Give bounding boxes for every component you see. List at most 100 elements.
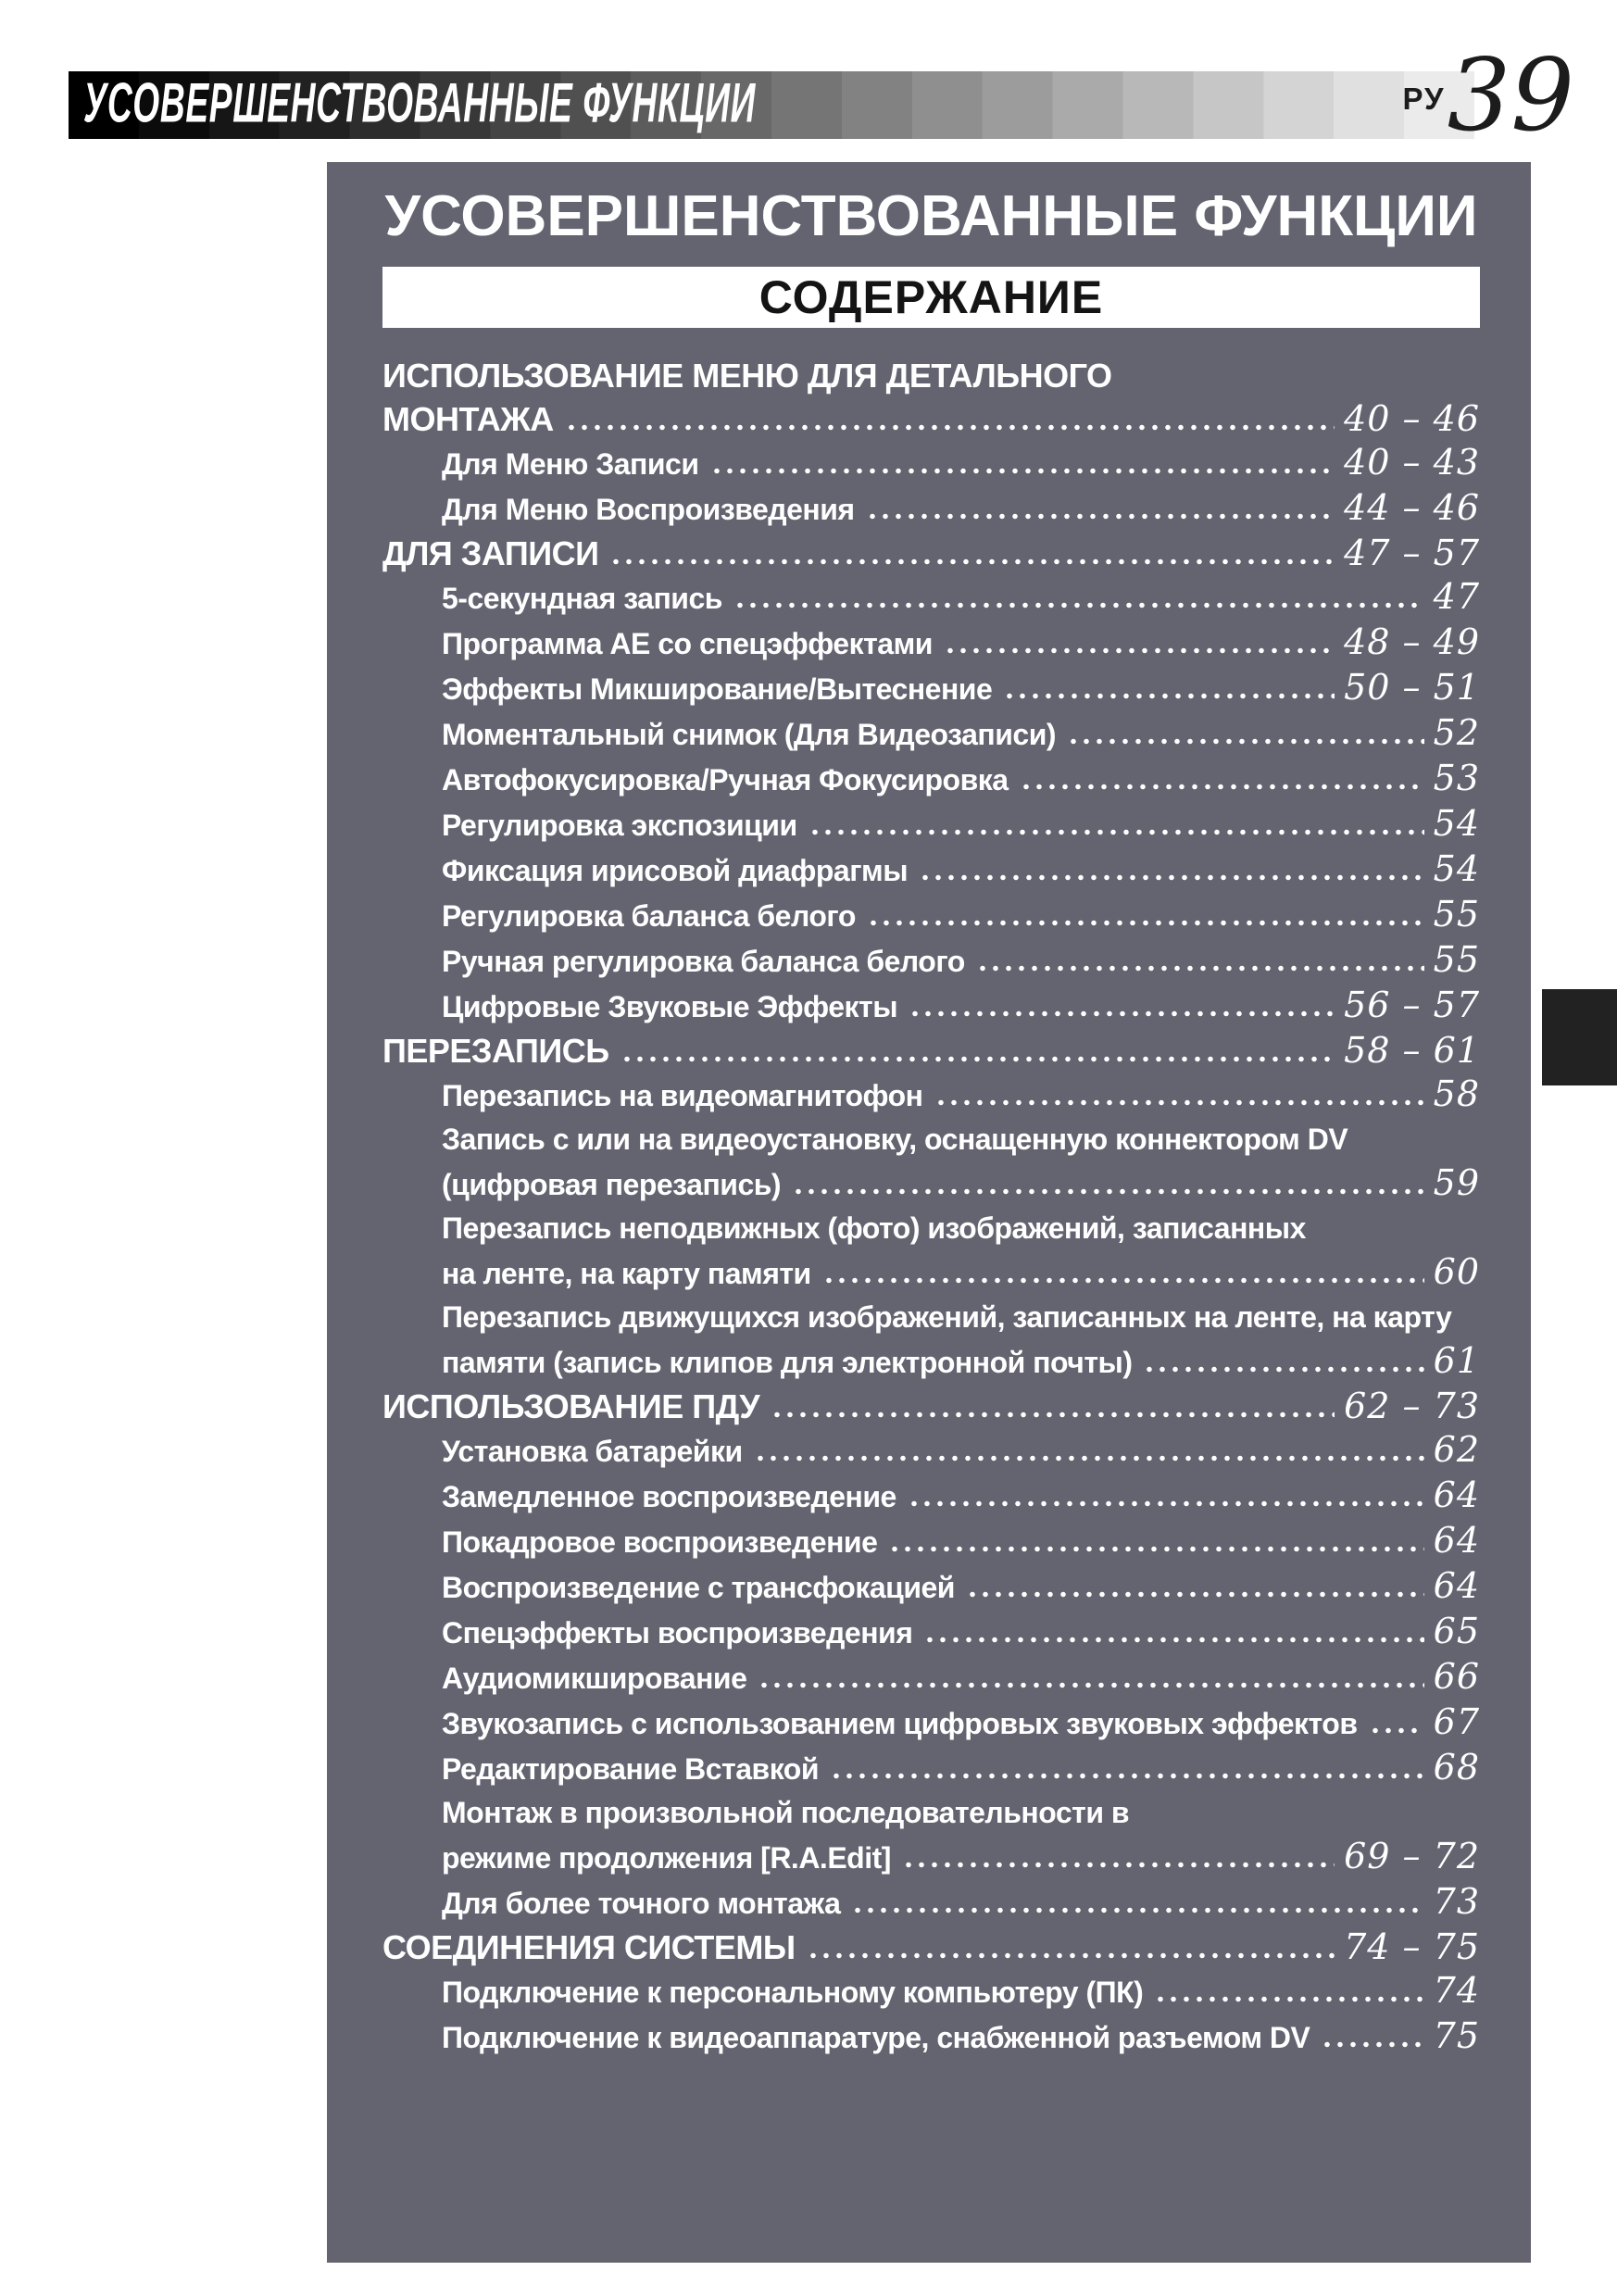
language-label: РУ xyxy=(1402,82,1446,117)
toc-entry-label: Моментальный снимок (Для Видеозаписи) xyxy=(442,717,1057,751)
toc-entry-label: Подключение к персональному компьютеру (… xyxy=(442,1975,1144,2009)
contents-panel: УСОВЕРШЕНСТВОВАННЫЕ ФУНКЦИИ СОДЕРЖАНИЕ И… xyxy=(327,162,1531,2263)
toc-item-row: Моментальный снимок (Для Видеозаписи) 52 xyxy=(382,711,1480,757)
page-number-value: 39 xyxy=(1447,38,1574,154)
toc-item-row: Покадровое воспроизведение 64 xyxy=(382,1519,1480,1564)
toc-page-range: 47 – 57 xyxy=(1344,532,1480,573)
header-gradient-band: УСОВЕРШЕНСТВОВАННЫЕ ФУНКЦИИ xyxy=(69,71,1474,139)
toc-page-range: 40 – 43 xyxy=(1344,441,1480,483)
toc-item-row: Для Меню Воспроизведения 44 – 46 xyxy=(382,486,1480,532)
dot-leader xyxy=(792,1187,1424,1195)
toc-page-range: 56 – 57 xyxy=(1344,984,1480,1025)
toc-section-row: МОНТАЖА 40 – 46 xyxy=(382,397,1480,441)
dot-leader xyxy=(919,873,1424,881)
dot-leader xyxy=(771,1411,1335,1418)
dot-leader xyxy=(888,1545,1424,1552)
toc-entry-label: ДЛЯ ЗАПИСИ xyxy=(382,533,599,572)
toc-page-range: 64 xyxy=(1433,1564,1480,1606)
toc-item-row: 5-секундная запись 47 xyxy=(382,575,1480,621)
toc-entry-label: Для Меню Воспроизведения xyxy=(442,492,855,526)
toc-entry-label: Для Меню Записи xyxy=(442,446,699,481)
toc-item-row: Запись с или на видеоустановку, оснащенн… xyxy=(382,1118,1480,1161)
toc-entry-label: режиме продолжения [R.A.Edit] xyxy=(442,1840,891,1875)
toc-item-row: Цифровые Звуковые Эффекты 56 – 57 xyxy=(382,984,1480,1029)
dot-leader xyxy=(943,646,1335,654)
toc-page-range: 55 xyxy=(1433,938,1480,980)
toc-item-row: (цифровая перезапись) 59 xyxy=(382,1161,1480,1207)
toc-item-row: Монтаж в произвольной последовательности… xyxy=(382,1791,1480,1835)
toc-page-range: 62 xyxy=(1433,1428,1480,1470)
dot-leader xyxy=(821,1276,1424,1284)
toc-section-row: СОЕДИНЕНИЯ СИСТЕМЫ 74 – 75 xyxy=(382,1926,1480,1969)
toc-page-range: 55 xyxy=(1433,893,1480,935)
toc-item-row: Программа AE со спецэффектами 48 – 49 xyxy=(382,621,1480,666)
dot-leader xyxy=(1067,737,1424,745)
toc-section-row: ИСПОЛЬЗОВАНИЕ МЕНЮ ДЛЯ ДЕТАЛЬНОГО xyxy=(382,354,1480,397)
toc-page-range: 47 xyxy=(1433,575,1480,617)
toc-page-range: 58 – 61 xyxy=(1344,1029,1480,1071)
toc-item-row: Эффекты Микширование/Вытеснение 50 – 51 xyxy=(382,666,1480,711)
dot-leader xyxy=(1321,2040,1424,2048)
toc-section-row: ПЕРЕЗАПИСЬ 58 – 61 xyxy=(382,1029,1480,1073)
toc-item-row: Спецэффекты воспроизведения 65 xyxy=(382,1610,1480,1655)
contents-label-bar: СОДЕРЖАНИЕ xyxy=(382,266,1480,328)
toc-page-range: 64 xyxy=(1433,1519,1480,1561)
toc-item-row: Аудиомикширование 66 xyxy=(382,1655,1480,1700)
page-number: РУ 39 xyxy=(1402,38,1574,154)
toc-page-range: 58 xyxy=(1433,1073,1480,1114)
toc-entry-label: Звукозапись с использованием цифровых зв… xyxy=(442,1706,1358,1740)
dot-leader xyxy=(866,919,1424,926)
toc-page-range: 54 xyxy=(1433,802,1480,844)
toc-page-range: 54 xyxy=(1433,847,1480,889)
dot-leader xyxy=(1003,692,1335,699)
toc-entry-label: Замедленное воспроизведение xyxy=(442,1479,896,1513)
toc-section-row: ИСПОЛЬЗОВАНИЕ ПДУ 62 – 73 xyxy=(382,1385,1480,1428)
contents-panel-title: УСОВЕРШЕНСТВОВАННЫЕ ФУНКЦИИ xyxy=(384,184,1478,248)
toc-entry-label: памяти (запись клипов для электронной по… xyxy=(442,1345,1133,1379)
dot-leader xyxy=(923,1636,1424,1643)
dot-leader xyxy=(901,1861,1335,1868)
dot-leader xyxy=(934,1098,1424,1106)
toc-entry-label: ИСПОЛЬЗОВАНИЕ ПДУ xyxy=(382,1386,760,1425)
toc-entry-label: Фиксация ирисовой диафрагмы xyxy=(442,853,909,887)
contents-label: СОДЕРЖАНИЕ xyxy=(758,270,1104,323)
toc-page-range: 69 – 72 xyxy=(1344,1835,1480,1876)
toc-page-range: 59 xyxy=(1433,1161,1480,1203)
toc-entry-label: Воспроизведение с трансфокацией xyxy=(442,1570,955,1604)
dot-leader xyxy=(564,423,1335,431)
toc-page-range: 75 xyxy=(1433,2014,1480,2056)
toc-page-range: 60 xyxy=(1433,1250,1480,1292)
toc-page-range: 61 xyxy=(1433,1339,1480,1381)
dot-leader xyxy=(907,1499,1424,1507)
header-section-title: УСОВЕРШЕНСТВОВАННЫЕ ФУНКЦИИ xyxy=(83,71,757,134)
toc-item-row: памяти (запись клипов для электронной по… xyxy=(382,1339,1480,1385)
toc-entry-label: Для более точного монтажа xyxy=(442,1886,841,1920)
dot-leader xyxy=(851,1906,1424,1913)
toc-entry-label: Эффекты Микширование/Вытеснение xyxy=(442,671,993,706)
dot-leader xyxy=(830,1772,1424,1779)
dot-leader xyxy=(709,467,1335,474)
toc-item-row: Регулировка баланса белого 55 xyxy=(382,893,1480,938)
toc-item-row: Воспроизведение с трансфокацией 64 xyxy=(382,1564,1480,1610)
toc-entry-label: Перезапись движущихся изображений, запис… xyxy=(442,1299,1452,1334)
dot-leader xyxy=(1368,1726,1424,1734)
toc-page-range: 68 xyxy=(1433,1746,1480,1788)
dot-leader xyxy=(975,964,1424,972)
toc-page-range: 52 xyxy=(1433,711,1480,753)
toc-entry-label: 5-секундная запись xyxy=(442,581,722,615)
toc-entry-label: ИСПОЛЬЗОВАНИЕ МЕНЮ ДЛЯ ДЕТАЛЬНОГО xyxy=(382,356,1112,395)
toc-page-range: 62 – 73 xyxy=(1344,1385,1480,1426)
toc-item-row: Для Меню Записи 40 – 43 xyxy=(382,441,1480,486)
toc-item-row: Звукозапись с использованием цифровых зв… xyxy=(382,1700,1480,1746)
dot-leader xyxy=(909,1010,1335,1017)
toc-page-range: 66 xyxy=(1433,1655,1480,1697)
toc-item-row: Автофокусировка/Ручная Фокусировка 53 xyxy=(382,757,1480,802)
toc-item-row: Ручная регулировка баланса белого 55 xyxy=(382,938,1480,984)
toc-section-row: ДЛЯ ЗАПИСИ 47 – 57 xyxy=(382,532,1480,575)
toc-entry-label: Покадровое воспроизведение xyxy=(442,1524,878,1559)
dot-leader xyxy=(1019,783,1424,790)
dot-leader xyxy=(806,1951,1335,1959)
toc-entry-label: Аудиомикширование xyxy=(442,1661,747,1695)
chapter-tab xyxy=(1542,989,1617,1085)
toc-entry-label: Перезапись на видеомагнитофон xyxy=(442,1078,923,1112)
